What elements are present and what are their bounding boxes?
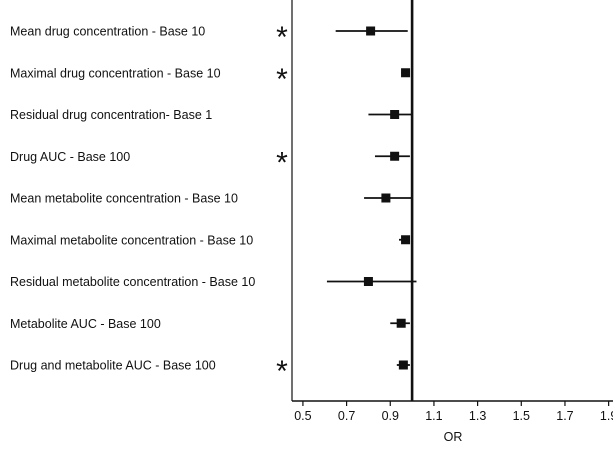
- point-estimate: [390, 151, 400, 161]
- row-label: Metabolite AUC - Base 100: [10, 317, 161, 331]
- row-label: Residual metabolite concentration - Base…: [10, 275, 255, 289]
- row-label: Mean drug concentration - Base 10: [10, 25, 205, 39]
- row-label: Mean metabolite concentration - Base 10: [10, 192, 238, 206]
- x-tick-label: 1.1: [425, 409, 442, 423]
- row-label: Residual drug concentration- Base 1: [10, 108, 212, 122]
- confidence-intervals: [326, 30, 417, 366]
- x-tick-label: 1.5: [513, 409, 530, 423]
- point-estimate: [396, 318, 406, 328]
- x-ticks: 0.5 0.7 0.9 1.1 1.3 1.5 1.7 1.9: [294, 401, 613, 423]
- row-label: Drug and metabolite AUC - Base 100: [10, 359, 216, 373]
- significance-star: *: [276, 63, 288, 96]
- point-estimates: [363, 26, 411, 370]
- point-estimate: [381, 193, 391, 203]
- x-axis-title: OR: [444, 430, 463, 444]
- point-estimate: [366, 26, 376, 36]
- x-tick-label: 0.5: [294, 409, 311, 423]
- row-label: Maximal metabolite concentration - Base …: [10, 233, 253, 247]
- point-estimate: [363, 277, 373, 286]
- point-estimate: [390, 110, 400, 119]
- significance-star: *: [276, 146, 288, 179]
- row-label: Drug AUC - Base 100: [10, 150, 130, 164]
- point-estimate: [401, 235, 411, 245]
- x-tick-label: 0.7: [338, 409, 355, 423]
- significance-star: *: [276, 355, 288, 388]
- x-tick-label: 0.9: [382, 409, 399, 423]
- x-axis: [291, 0, 613, 402]
- significance-markers: * * * *: [276, 21, 288, 388]
- row-labels: Mean drug concentration - Base 10 Maximal…: [10, 25, 255, 373]
- x-tick-label: 1.3: [469, 409, 486, 423]
- significance-star: *: [276, 21, 288, 54]
- point-estimate: [401, 68, 411, 78]
- row-label: Maximal drug concentration - Base 10: [10, 66, 221, 80]
- point-estimate: [398, 360, 408, 370]
- x-tick-label: 1.9: [600, 409, 613, 423]
- x-tick-label: 1.7: [556, 409, 573, 423]
